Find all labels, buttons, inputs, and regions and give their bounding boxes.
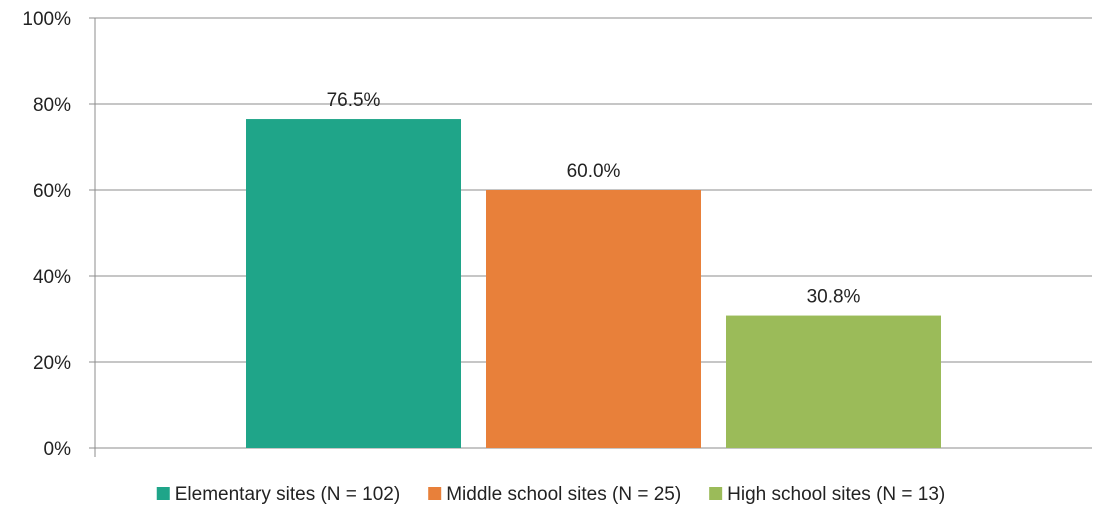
y-tick-label: 20% (33, 353, 71, 374)
legend-label: Elementary sites (N = 102) (175, 484, 400, 505)
legend-item: Middle school sites (N = 25) (428, 484, 681, 505)
bar-3 (726, 315, 941, 448)
legend-label: High school sites (N = 13) (727, 484, 945, 505)
legend-item: High school sites (N = 13) (709, 484, 945, 505)
bar-value-label: 60.0% (567, 161, 621, 182)
y-tick-label: 60% (33, 181, 71, 202)
y-tick-label: 100% (22, 9, 71, 30)
legend-swatch (156, 487, 170, 500)
bar-value-label: 76.5% (327, 90, 381, 111)
legend-label: Middle school sites (N = 25) (446, 484, 681, 505)
legend-swatch (709, 487, 723, 500)
bar-1 (246, 119, 461, 449)
y-tick-label: 0% (44, 439, 72, 460)
legend: Elementary sites (N = 102) Middle school … (156, 484, 945, 505)
y-tick-label: 80% (33, 95, 71, 116)
legend-item: Elementary sites (N = 102) (156, 484, 400, 505)
y-tick-label: 40% (33, 267, 71, 288)
bar-value-label: 30.8% (807, 287, 861, 308)
bars (246, 119, 941, 449)
bar-2 (486, 190, 701, 448)
data-labels: 76.5% 60.0% 30.8% (327, 90, 861, 308)
legend-swatch (428, 487, 442, 500)
